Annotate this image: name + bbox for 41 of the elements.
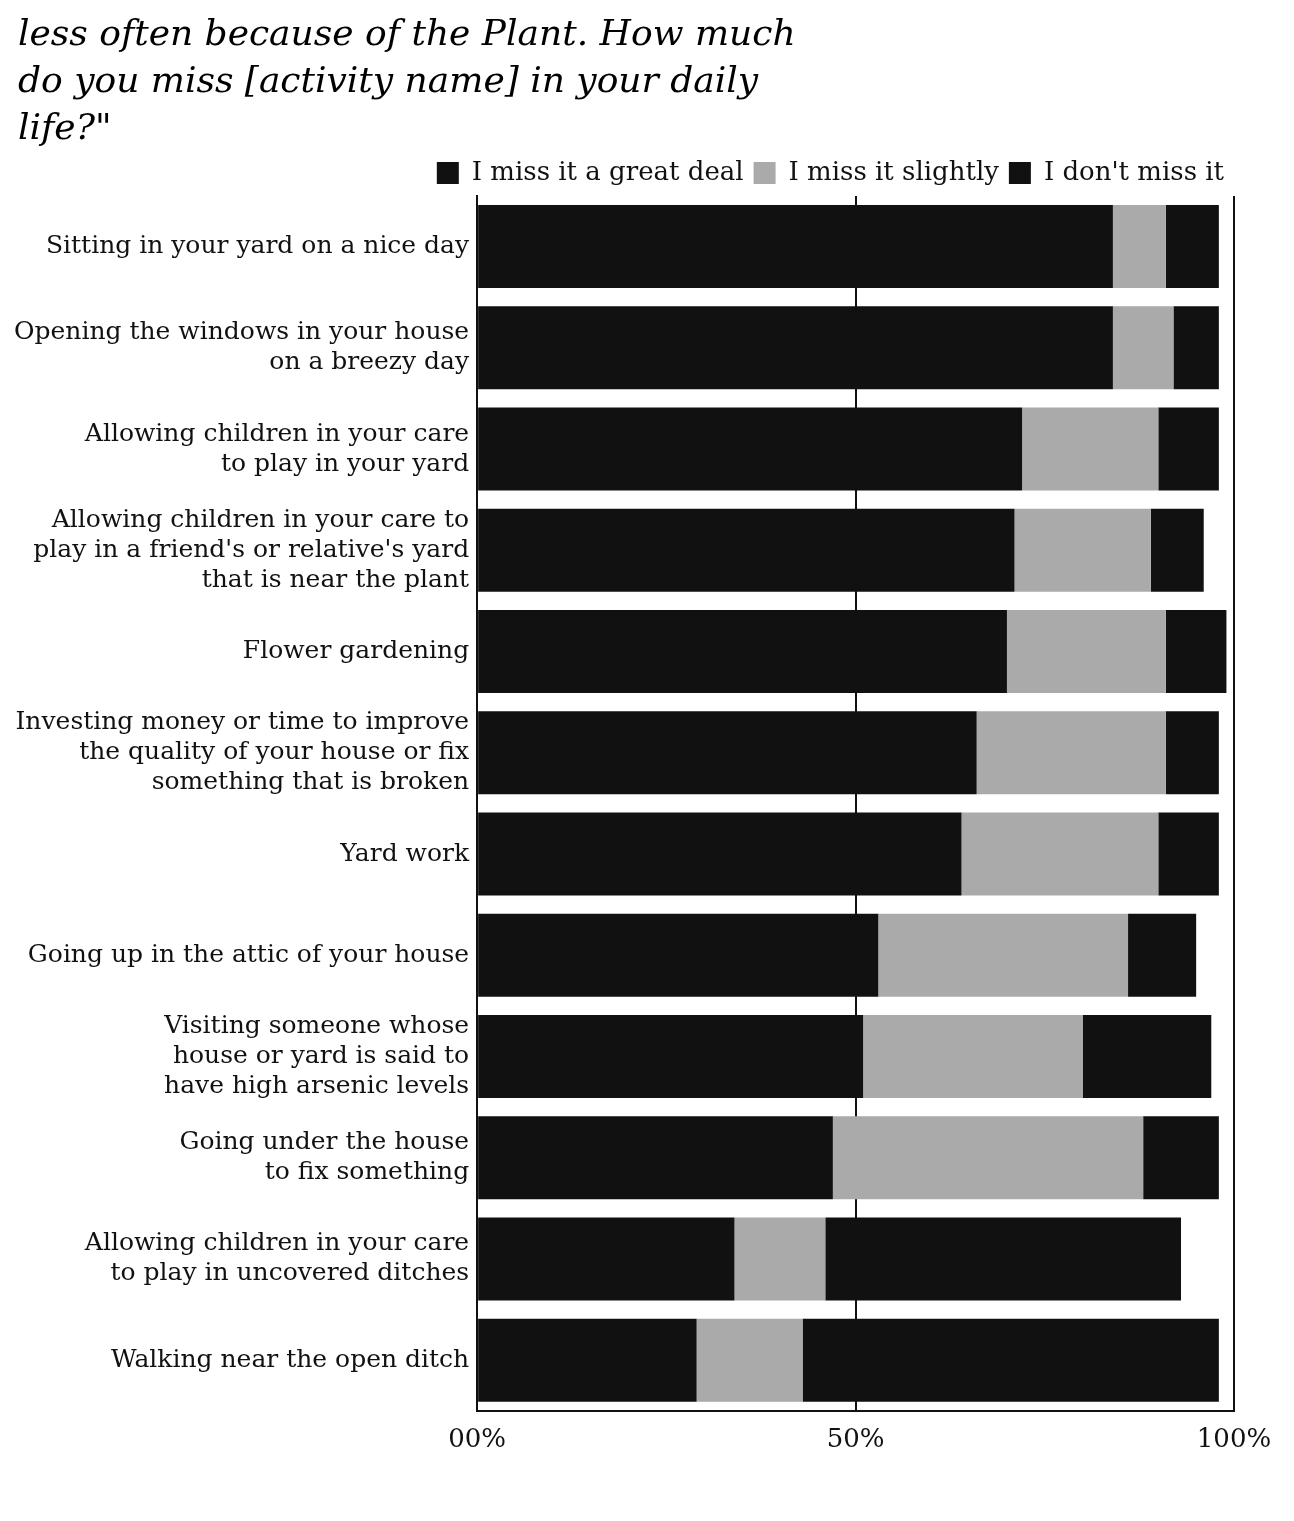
y-tick-label: Walking near the open ditch xyxy=(110,1344,470,1374)
x-tick-label: 100% xyxy=(1196,1423,1272,1454)
chart-title: less often because of the Plant. How much do you miss [activity name] in your daily life?" xyxy=(18,11,797,149)
legend-label: I miss it slightly xyxy=(788,156,1000,187)
y-tick-label: Allowing children in your care to play in your yard xyxy=(83,417,470,477)
bar xyxy=(1112,306,1174,390)
bar xyxy=(1165,711,1219,795)
x-tick-label: 00% xyxy=(448,1423,507,1454)
bar xyxy=(1082,1015,1212,1099)
y-tick-label: Flower gardening xyxy=(242,635,470,665)
y-tick-label: Visiting someone whose house or yard is said to have high arsenic levels xyxy=(163,1010,470,1100)
bar xyxy=(1158,407,1219,491)
bar xyxy=(863,1015,1083,1099)
y-tick-label: Going up in the attic of your house xyxy=(27,939,470,969)
bar xyxy=(1150,509,1204,593)
y-tick-label: Sitting in your yard on a nice day xyxy=(45,230,471,260)
bar xyxy=(696,1319,803,1403)
bar xyxy=(1014,509,1151,593)
y-tick-label: Opening the windows in your house on a breezy day xyxy=(14,316,471,376)
bar xyxy=(1022,407,1159,491)
y-tick-label: Yard work xyxy=(339,837,470,867)
bar xyxy=(878,914,1129,998)
bar xyxy=(1165,205,1219,289)
bar xyxy=(1112,205,1166,289)
bar xyxy=(1165,610,1227,694)
bar xyxy=(961,812,1159,896)
bar xyxy=(1143,1116,1219,1200)
legend-label: I miss it a great deal xyxy=(471,156,744,187)
bar xyxy=(1158,812,1219,896)
y-tick-label: Allowing children in your care to play in a friend's or relative's yard that is near the plant xyxy=(33,504,470,594)
bar xyxy=(1006,610,1166,694)
bar xyxy=(1173,306,1219,390)
bar xyxy=(832,1116,1144,1200)
bar xyxy=(1128,914,1197,998)
y-tick-label: Investing money or time to improve the quality of your house or fix something that is broken xyxy=(15,706,470,796)
bar xyxy=(734,1217,826,1301)
y-tick-label: Allowing children in your care to play in uncovered ditches xyxy=(83,1227,470,1287)
bar xyxy=(976,711,1166,795)
x-tick-label: 50% xyxy=(826,1423,885,1454)
legend-label: I don't miss it xyxy=(1043,156,1225,187)
y-tick-label: Going under the house to fix something xyxy=(179,1126,470,1186)
